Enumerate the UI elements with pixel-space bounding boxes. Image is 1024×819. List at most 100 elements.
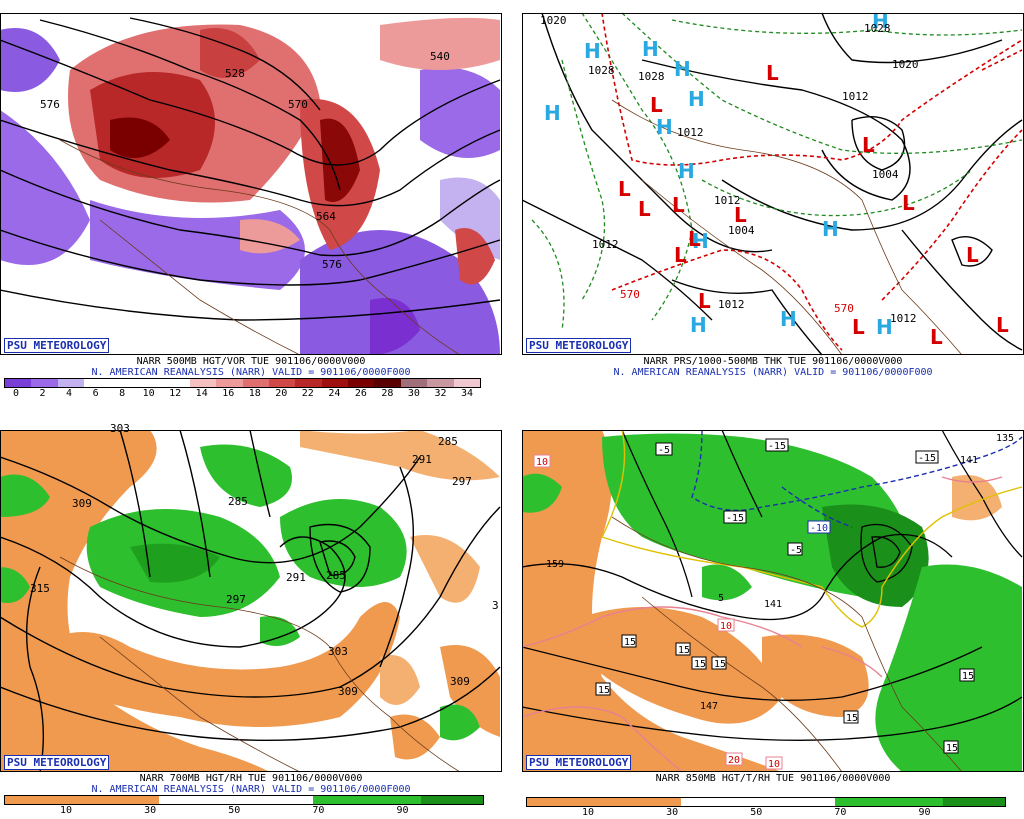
temperature-label: -5 [655,442,673,456]
low-pressure-symbol: L [930,325,943,349]
temperature-label: 15 [675,642,691,656]
color-bar-tick-label: 30 [407,388,420,399]
map-label: 1012 [677,126,704,139]
color-bar [4,795,484,805]
panel-500mb-vorticity: 576 528 570 564 576 540 PSU METEOROLOGY … [0,0,502,402]
svg-text:15: 15 [962,671,974,682]
map-label: 285 [326,569,346,582]
map-label: 1028 [588,64,615,77]
chart-title: NARR PRS/1000-500MB THK TUE 901106/0000V… [643,356,903,367]
psu-meteorology-badge: PSU METEOROLOGY [526,755,632,770]
map-label: 1012 [592,238,619,251]
svg-text:-5: -5 [658,445,670,456]
color-bar-swatch [110,379,137,387]
temperature-label: 15 [691,656,707,670]
color-bar-tick-label: 26 [354,388,367,399]
color-bar-swatch [321,379,349,387]
map-label: 1012 [842,90,869,103]
color-bar-tick-label: 90 [918,807,931,818]
color-bar-ticks: 10 30 50 70 90 [526,807,1004,819]
map-label: 570 [288,98,308,111]
color-bar-tick-label: 28 [381,388,394,399]
high-pressure-symbol: H [692,229,709,253]
color-bar-tick-label: 10 [60,805,73,816]
svg-text:-5: -5 [790,545,802,556]
map-label: 285 [228,495,248,508]
svg-text:15: 15 [714,659,726,670]
color-bar-tick-label: 30 [144,805,157,816]
map-label: 303 [328,645,348,658]
map-label: 285 [438,435,458,448]
map-label: 570 [620,288,640,301]
chart-title: NARR 850MB HGT/T/RH TUE 901106/0000V000 [655,773,891,784]
panel-sea-level-pressure-thickness: H H H H H H H H H H H H H L L L L L L L … [522,0,1024,402]
map-label: 576 [322,258,342,271]
map-label: 576 [40,98,60,111]
map-label: 1028 [638,70,665,83]
map-label: 1020 [892,58,919,71]
vorticity-map: 576 528 570 564 576 540 [0,13,502,356]
svg-text:-15: -15 [918,453,936,464]
temperature-label: -5 [787,542,803,556]
pressure-map: H H H H H H H H H H H H H L L L L L L L … [522,9,1024,356]
svg-text:20: 20 [728,755,740,766]
color-bar-swatch [84,379,111,387]
color-bar-swatch [427,379,454,387]
color-bar-tick-label: 90 [396,805,409,816]
svg-text:-15: -15 [768,441,786,452]
map-label: 297 [452,475,472,488]
map-label: 1004 [872,168,899,181]
psu-meteorology-badge: PSU METEOROLOGY [4,755,110,770]
color-bar-swatch [163,379,190,387]
temperature-label: 10 [717,618,735,632]
svg-text:10: 10 [536,457,548,468]
color-bar-swatch [453,379,481,387]
color-bar-swatch [189,379,217,387]
high-pressure-symbol: H [544,101,561,125]
map-label: 1028 [864,22,891,35]
map-label: 141 [764,599,782,610]
temperature-label: -15 [915,450,939,464]
map-label: 1004 [728,224,755,237]
humidity-700mb-map: 303 309 315 285 291 297 285 303 309 309 … [0,422,502,773]
temperature-label: 10 [533,454,551,468]
map-label: 291 [412,453,432,466]
high-pressure-symbol: H [690,313,707,337]
color-bar-tick-label: 34 [460,388,474,399]
map-label: 291 [286,571,306,584]
low-pressure-symbol: L [852,315,865,339]
map-label: 528 [225,67,245,80]
color-bar-tick-label: 8 [119,388,126,399]
low-pressure-symbol: L [688,227,701,251]
map-label: 309 [72,497,92,510]
panel-700mb-humidity: 303 309 315 285 291 297 285 303 309 309 … [0,417,502,819]
low-pressure-symbol: L [862,133,875,157]
map-label: 570 [834,302,854,315]
color-bar-tick-label: 10 [582,807,595,818]
svg-text:10: 10 [768,759,780,770]
map-label: 540 [430,50,450,63]
color-bar-tick-label: 4 [66,388,73,399]
high-pressure-symbol: H [678,159,695,183]
low-pressure-symbol: L [766,61,779,85]
svg-text:15: 15 [694,659,706,670]
svg-text:-10: -10 [810,523,828,534]
high-pressure-symbol: H [642,37,659,61]
chart-subtitle: N. AMERICAN REANALYSIS (NARR) VALID = 90… [91,367,411,378]
temperature-label: 15 [959,668,975,682]
svg-text:15: 15 [678,645,690,656]
color-bar-tick-label: 20 [275,388,288,399]
temperature-label: 20 [725,752,743,766]
color-bar-tick-label: 30 [666,807,679,818]
map-label: 1012 [890,312,917,325]
high-pressure-symbol: H [656,115,673,139]
high-pressure-symbol: H [872,9,889,33]
low-pressure-symbol: L [638,197,651,221]
svg-text:10: 10 [720,621,732,632]
psu-meteorology-badge: PSU METEOROLOGY [526,338,632,353]
panel-850mb-temperature-humidity: 10 159 147 141 135 15 15 15 15 15 15 15 … [522,417,1024,819]
color-bar-ticks: 0 2 4 6 8 10 12 14 16 18 20 22 24 26 28 30 32 34 [4,388,479,400]
chart-title: NARR 500MB HGT/VOR TUE 901106/0000V000 [136,356,366,367]
high-pressure-symbol: H [688,87,705,111]
map-label: 159 [546,559,564,570]
